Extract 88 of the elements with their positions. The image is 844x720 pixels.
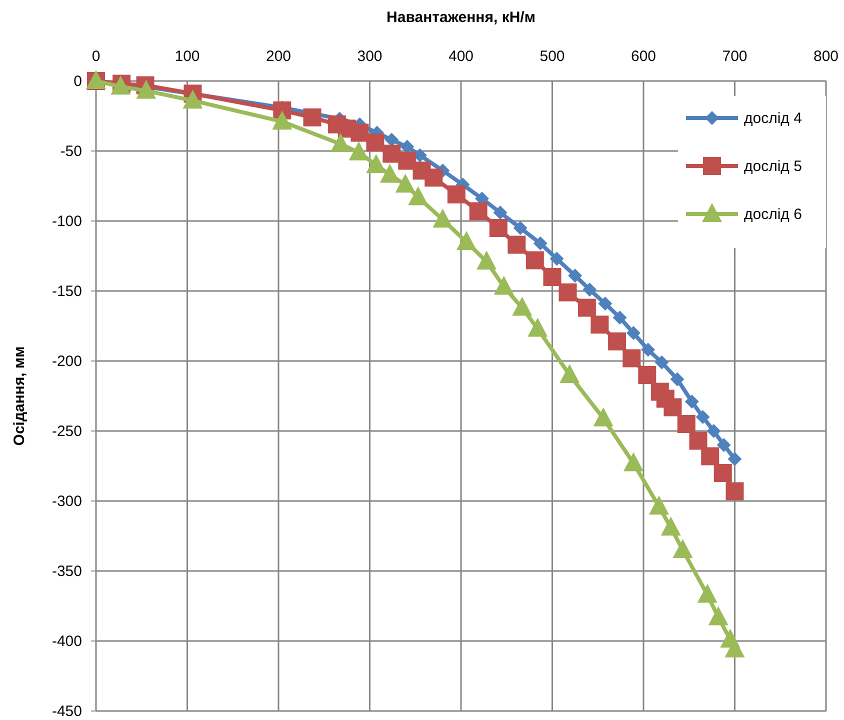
y-tick-label: -450: [52, 703, 82, 720]
point: [489, 219, 508, 237]
point: [578, 298, 596, 317]
point: [716, 438, 731, 452]
point: [684, 394, 699, 409]
y-tick-label: -200: [52, 353, 82, 370]
point: [696, 410, 710, 424]
point: [400, 140, 414, 154]
point: [590, 316, 609, 334]
y-tick-label: -400: [52, 633, 82, 650]
point: [136, 80, 156, 99]
y-tick-label: -300: [52, 493, 82, 510]
y-tick-label: -100: [52, 213, 82, 230]
point: [408, 186, 428, 206]
y-tick-label: -250: [52, 423, 82, 440]
x-tick-label: 600: [630, 48, 656, 65]
point: [469, 202, 488, 220]
x-tick-label: 500: [540, 48, 565, 65]
legend-label: дослід 5: [744, 158, 802, 175]
point: [728, 452, 742, 466]
point: [182, 90, 203, 109]
y-tick-label: 0: [74, 73, 82, 90]
point: [543, 268, 562, 286]
legend-label: дослід 4: [744, 110, 802, 127]
point: [626, 326, 640, 340]
point: [380, 164, 400, 183]
x-tick-label: 300: [357, 48, 382, 65]
point: [641, 342, 656, 357]
point: [670, 372, 684, 386]
point: [508, 236, 526, 254]
point: [568, 268, 582, 283]
point: [432, 208, 453, 228]
x-tick-label: 400: [448, 48, 474, 65]
point: [398, 152, 416, 170]
point: [622, 349, 641, 368]
point: [494, 276, 514, 295]
point: [706, 424, 721, 438]
point: [582, 282, 597, 297]
point: [272, 110, 292, 130]
x-axis-title: Навантаження, кН/м: [386, 9, 536, 26]
x-tick-label: 0: [92, 48, 100, 65]
point: [714, 464, 732, 482]
point: [558, 283, 577, 302]
point: [689, 432, 708, 450]
x-tick-label: 100: [174, 48, 200, 65]
point: [533, 236, 548, 250]
point: [526, 251, 544, 270]
point: [382, 144, 401, 163]
point: [513, 221, 528, 235]
point: [456, 231, 476, 250]
point: [649, 496, 670, 515]
x-tick-label: 800: [813, 48, 839, 65]
point: [708, 606, 728, 626]
point: [677, 415, 696, 433]
point: [550, 252, 564, 266]
point: [672, 539, 693, 558]
point: [638, 366, 656, 384]
point: [395, 174, 416, 193]
point: [726, 482, 744, 500]
point: [424, 168, 443, 187]
x-tick-label: 200: [266, 48, 292, 65]
legend-label: дослід 6: [744, 206, 802, 223]
point: [608, 332, 626, 350]
point: [664, 398, 682, 416]
point: [593, 407, 614, 426]
point: [493, 206, 508, 220]
point: [447, 185, 466, 204]
point: [612, 310, 627, 325]
y-axis-title: Осідання, мм: [11, 346, 28, 446]
point: [366, 134, 384, 152]
x-tick-label: 700: [722, 48, 748, 65]
point: [697, 584, 718, 603]
y-tick-label: -50: [60, 143, 82, 160]
point: [330, 133, 351, 152]
y-tick-label: -150: [52, 283, 82, 300]
y-tick-label: -350: [52, 563, 82, 580]
point: [384, 132, 399, 147]
point: [660, 516, 681, 536]
point: [560, 364, 580, 383]
point: [528, 318, 548, 337]
point: [303, 108, 322, 126]
point: [512, 296, 532, 316]
point: [654, 355, 669, 370]
point: [701, 447, 720, 466]
point: [598, 296, 612, 311]
point: [476, 250, 497, 270]
point: [350, 124, 369, 142]
point: [623, 452, 644, 472]
